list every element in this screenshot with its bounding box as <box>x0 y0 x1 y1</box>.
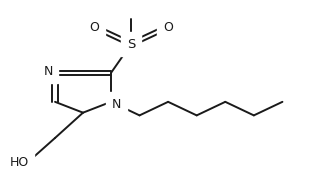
Text: N: N <box>112 98 121 110</box>
Text: N: N <box>44 65 53 78</box>
Text: S: S <box>127 37 135 51</box>
Text: HO: HO <box>10 156 29 169</box>
Text: O: O <box>90 21 100 34</box>
Text: O: O <box>163 21 173 34</box>
